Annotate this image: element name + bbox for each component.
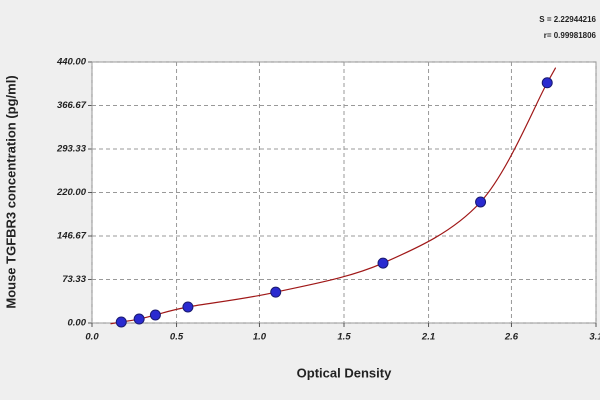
y-tick-label: 73.33 [62, 274, 86, 285]
y-tick-label: 0.00 [68, 318, 87, 329]
y-tick-label: 293.33 [56, 144, 87, 155]
y-tick-label: 220.00 [56, 187, 87, 198]
data-point [270, 286, 282, 298]
data-point [133, 313, 145, 325]
data-point [541, 77, 553, 89]
x-axis-title: Optical Density [297, 365, 392, 380]
y-tick-label: 146.67 [57, 231, 87, 242]
x-tick-label: 1.5 [337, 332, 351, 343]
data-point [475, 196, 487, 208]
y-axis-title: Mouse TGFBR3 concentration (pg/ml) [3, 75, 18, 308]
data-point [182, 301, 194, 313]
x-tick-label: 2.1 [421, 332, 435, 343]
x-tick-label: 0.0 [85, 332, 99, 343]
data-point [149, 309, 161, 321]
x-tick-label: 0.5 [170, 332, 184, 343]
annotation: r= 0.99981806 [544, 31, 597, 40]
data-point [115, 316, 127, 328]
x-tick-label: 3.1 [589, 332, 600, 343]
x-tick-label: 2.6 [504, 332, 519, 343]
annotation: S = 2.22944216 [539, 15, 596, 24]
x-tick-label: 1.0 [253, 332, 267, 343]
y-tick-label: 440.00 [56, 57, 87, 68]
data-point [377, 257, 389, 269]
y-tick-label: 366.67 [57, 100, 87, 111]
